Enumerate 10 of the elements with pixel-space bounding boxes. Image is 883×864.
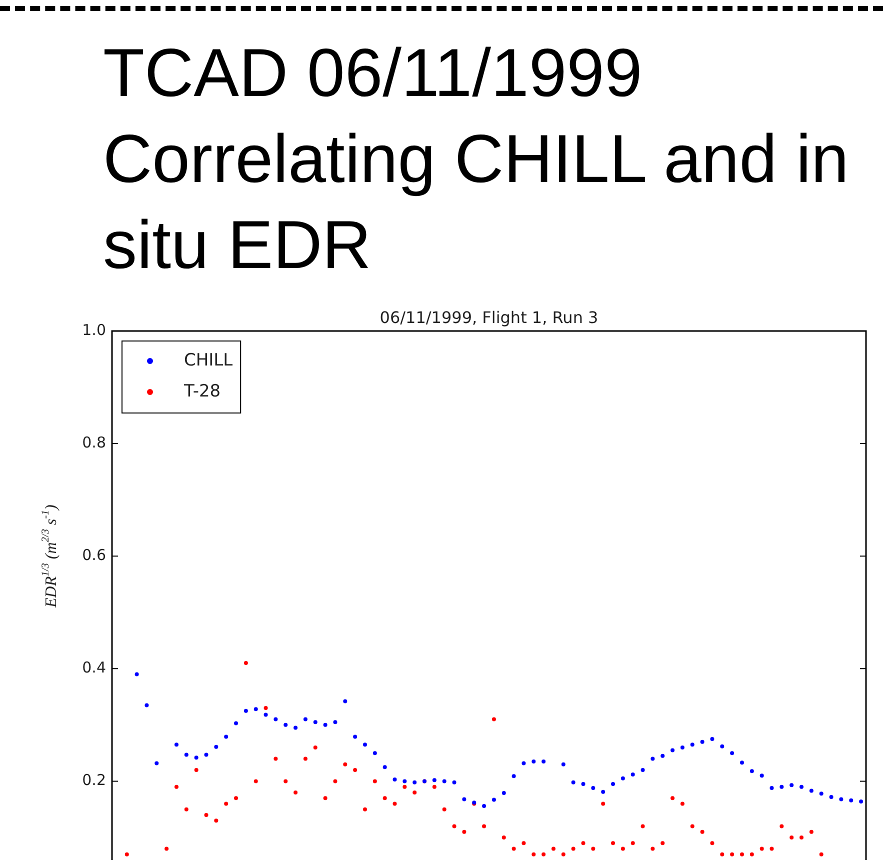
legend-label: T-28: [183, 381, 221, 402]
y-tick-label: 0.2: [82, 771, 106, 790]
legend-label: CHILL: [184, 350, 234, 370]
y-tick-label: 0.8: [82, 433, 106, 452]
y-tick-label: 0.4: [82, 658, 106, 677]
y-tick-label: 0.6: [82, 546, 106, 564]
chart-subtitle: 06/11/1999, Flight 1, Run 3: [380, 308, 598, 328]
y-tick-label: 1.0: [82, 320, 106, 339]
y-axis-title: EDR1/3 (m2/3 s-1): [40, 504, 60, 608]
chart-title: TCAD 06/11/1999 Correlating CHILL and in situ EDR: [103, 34, 850, 285]
